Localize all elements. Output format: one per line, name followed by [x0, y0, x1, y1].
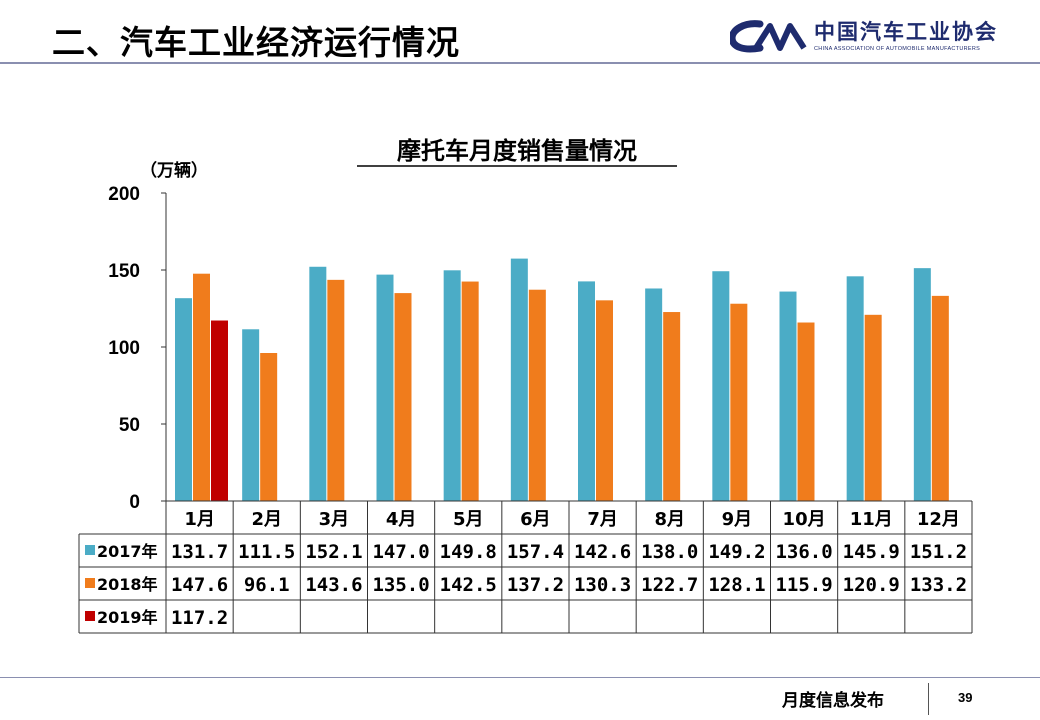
page-title: 二、汽车工业经济运行情况 [52, 23, 460, 62]
data-label: 136.0 [775, 541, 832, 563]
chart-title: 摩托车月度销售量情况 [397, 137, 637, 165]
bar-2018-6 [528, 289, 546, 501]
bar-2018-7 [596, 300, 613, 501]
y-tick-label: 150 [108, 261, 140, 282]
bar-2018-12 [931, 295, 949, 501]
bar-2017-11 [846, 276, 864, 501]
data-label: 149.2 [708, 541, 765, 563]
footer-rule [0, 677, 1040, 678]
bar-2017-9 [712, 271, 730, 501]
data-label: 142.5 [440, 574, 497, 596]
bar-2018-8 [663, 312, 681, 501]
x-tick-label: 3月 [319, 509, 350, 530]
bar-chart: 摩托车月度销售量情况 （万辆） 0 50 100 150 200 1月 2月 3月 4月 5月 6月 7月… [78, 137, 973, 634]
x-tick-label: 7月 [587, 509, 618, 530]
logo: 中国汽车工业协会 CHINA ASSOCIATION OF AUTOMOBILE… [730, 16, 1030, 56]
x-tick-label: 10月 [783, 509, 826, 530]
data-label: 143.6 [305, 574, 362, 596]
y-tick-label: 0 [129, 492, 140, 513]
x-tick-label: 5月 [453, 509, 484, 530]
data-label: 115.9 [775, 574, 832, 596]
bar-2017-7 [578, 281, 595, 501]
x-tick-label: 11月 [850, 509, 893, 530]
legend-label-2018: 2018年 [97, 575, 158, 594]
bar-2018-11 [864, 314, 882, 501]
data-label: 157.4 [507, 541, 564, 563]
legend-label-2019: 2019年 [97, 608, 158, 627]
bar-2017-8 [645, 288, 663, 501]
data-label: 131.7 [171, 541, 228, 563]
x-tick-label: 6月 [520, 509, 551, 530]
logo-english-name: CHINA ASSOCIATION OF AUTOMOBILE MANUFACT… [814, 46, 981, 52]
data-label: 117.2 [171, 607, 228, 629]
bar-2018-1 [193, 273, 210, 501]
footer-divider [928, 683, 929, 715]
bar-2017-6 [510, 258, 528, 501]
data-label: 128.1 [708, 574, 765, 596]
data-label: 138.0 [641, 541, 698, 563]
bar-2018-4 [394, 293, 412, 501]
legend-swatch-2019 [85, 611, 95, 621]
bar-2017-5 [443, 270, 461, 501]
bar-2017-3 [309, 266, 327, 501]
data-label: 135.0 [372, 574, 429, 596]
data-label: 147.6 [171, 574, 228, 596]
data-label: 130.3 [574, 574, 631, 596]
y-tick-label: 200 [108, 184, 140, 205]
data-label: 96.1 [244, 574, 290, 596]
data-label: 142.6 [574, 541, 631, 563]
x-tick-label: 1月 [184, 509, 215, 530]
legend-swatch-2018 [85, 578, 95, 588]
bar-2018-2 [260, 353, 278, 501]
bar-2017-10 [779, 291, 797, 501]
footer-label: 月度信息发布 [782, 691, 884, 711]
x-tick-label: 8月 [654, 509, 685, 530]
bar-2018-9 [730, 303, 748, 501]
x-tick-label: 4月 [386, 509, 417, 530]
data-label: 120.9 [843, 574, 900, 596]
data-label: 152.1 [305, 541, 362, 563]
bar-2019-1 [211, 320, 228, 501]
bar-2017-2 [242, 329, 260, 501]
bar-2018-5 [461, 281, 479, 501]
bar-2017-1 [175, 298, 192, 501]
data-label: 147.0 [372, 541, 429, 563]
data-label: 137.2 [507, 574, 564, 596]
x-tick-label: 9月 [722, 509, 753, 530]
bar-2018-3 [327, 279, 345, 501]
bar-2017-4 [376, 274, 394, 501]
x-tick-label: 2月 [251, 509, 282, 530]
data-label: 151.2 [910, 541, 967, 563]
cam-logo-icon [730, 20, 807, 53]
legend-label-2017: 2017年 [97, 542, 158, 561]
data-label: 149.8 [440, 541, 497, 563]
logo-chinese-name: 中国汽车工业协会 [814, 20, 998, 44]
data-label: 145.9 [843, 541, 900, 563]
x-tick-label: 12月 [917, 509, 960, 530]
legend-swatch-2017 [85, 545, 95, 555]
bar-2018-10 [797, 322, 815, 501]
y-axis-unit-label: （万辆） [140, 160, 208, 181]
y-tick-label: 50 [119, 415, 140, 436]
header-rule [0, 62, 1040, 64]
page-number: 39 [958, 690, 973, 705]
data-label: 111.5 [238, 541, 295, 563]
y-tick-label: 100 [108, 338, 140, 359]
bar-2017-12 [913, 268, 931, 501]
data-label: 133.2 [910, 574, 967, 596]
data-label: 122.7 [641, 574, 698, 596]
